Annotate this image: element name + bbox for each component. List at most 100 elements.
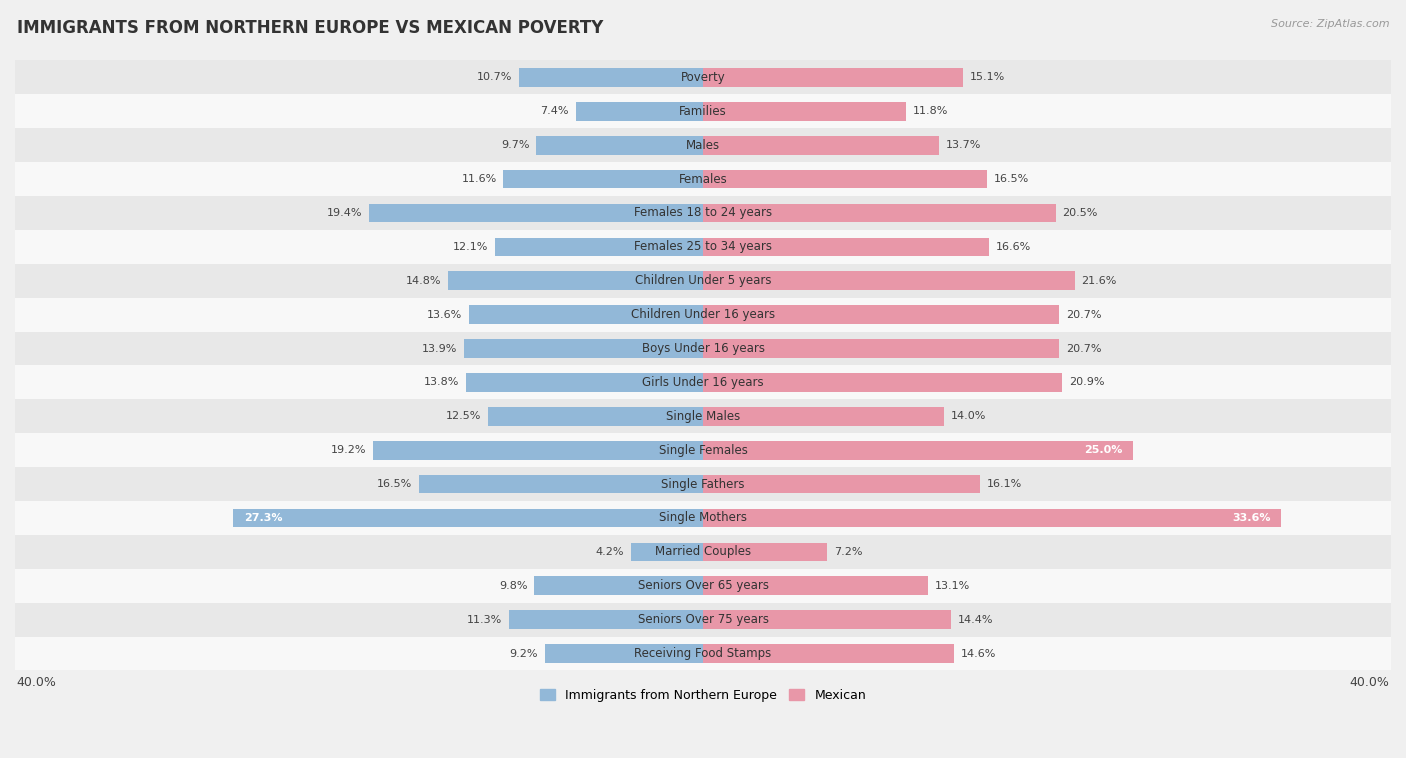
Text: 20.7%: 20.7% — [1066, 310, 1101, 320]
Text: 11.6%: 11.6% — [461, 174, 496, 184]
Bar — [15, 61, 1391, 94]
Text: Married Couples: Married Couples — [655, 545, 751, 559]
Text: 33.6%: 33.6% — [1232, 513, 1271, 523]
Text: 13.6%: 13.6% — [427, 310, 463, 320]
Text: 9.7%: 9.7% — [501, 140, 529, 150]
Bar — [15, 467, 1391, 501]
Bar — [15, 230, 1391, 264]
Text: Females 25 to 34 years: Females 25 to 34 years — [634, 240, 772, 253]
Bar — [15, 128, 1391, 162]
Text: 7.2%: 7.2% — [834, 547, 862, 557]
Bar — [15, 603, 1391, 637]
Text: Boys Under 16 years: Boys Under 16 years — [641, 342, 765, 355]
Bar — [703, 271, 1074, 290]
Text: IMMIGRANTS FROM NORTHERN EUROPE VS MEXICAN POVERTY: IMMIGRANTS FROM NORTHERN EUROPE VS MEXIC… — [17, 19, 603, 37]
Text: Children Under 5 years: Children Under 5 years — [634, 274, 772, 287]
Bar — [15, 535, 1391, 568]
Text: 16.1%: 16.1% — [987, 479, 1022, 489]
Bar — [15, 501, 1391, 535]
Text: 14.4%: 14.4% — [957, 615, 993, 625]
Text: 9.2%: 9.2% — [509, 649, 538, 659]
Text: 13.7%: 13.7% — [945, 140, 981, 150]
Bar — [15, 568, 1391, 603]
Bar — [509, 610, 703, 629]
Bar — [449, 271, 703, 290]
Bar — [15, 298, 1391, 331]
Text: 10.7%: 10.7% — [477, 73, 512, 83]
Bar — [703, 610, 950, 629]
Bar — [464, 340, 703, 358]
Text: 9.8%: 9.8% — [499, 581, 527, 590]
Bar — [370, 204, 703, 222]
Bar — [703, 68, 963, 86]
Text: 11.8%: 11.8% — [912, 106, 948, 116]
Bar — [15, 399, 1391, 434]
Bar — [495, 237, 703, 256]
Text: 21.6%: 21.6% — [1081, 276, 1116, 286]
Text: 19.2%: 19.2% — [330, 445, 366, 456]
Text: 14.0%: 14.0% — [950, 412, 986, 421]
Text: Girls Under 16 years: Girls Under 16 years — [643, 376, 763, 389]
Text: 16.5%: 16.5% — [377, 479, 412, 489]
Text: Females: Females — [679, 173, 727, 186]
Text: Single Fathers: Single Fathers — [661, 478, 745, 490]
Text: 20.9%: 20.9% — [1070, 377, 1105, 387]
Bar — [488, 407, 703, 426]
Text: Single Males: Single Males — [666, 410, 740, 423]
Bar — [703, 543, 827, 561]
Bar — [703, 576, 928, 595]
Text: 20.5%: 20.5% — [1063, 208, 1098, 218]
Bar — [503, 170, 703, 189]
Bar — [703, 102, 905, 121]
Bar — [519, 68, 703, 86]
Bar — [465, 373, 703, 392]
Bar — [703, 305, 1059, 324]
Bar — [703, 237, 988, 256]
Bar — [703, 340, 1059, 358]
Bar — [703, 136, 939, 155]
Text: Females 18 to 24 years: Females 18 to 24 years — [634, 206, 772, 220]
Text: 13.9%: 13.9% — [422, 343, 457, 353]
Text: 4.2%: 4.2% — [595, 547, 624, 557]
Bar — [470, 305, 703, 324]
Bar — [15, 365, 1391, 399]
Bar — [419, 475, 703, 493]
Text: 40.0%: 40.0% — [1350, 676, 1389, 689]
Text: 20.7%: 20.7% — [1066, 343, 1101, 353]
Text: 14.8%: 14.8% — [406, 276, 441, 286]
Bar — [15, 162, 1391, 196]
Bar — [15, 637, 1391, 671]
Bar — [703, 407, 943, 426]
Text: Single Mothers: Single Mothers — [659, 512, 747, 525]
Text: Males: Males — [686, 139, 720, 152]
Text: 16.5%: 16.5% — [994, 174, 1029, 184]
Bar — [703, 509, 1281, 528]
Text: Single Females: Single Females — [658, 443, 748, 457]
Text: 13.8%: 13.8% — [423, 377, 458, 387]
Bar — [703, 170, 987, 189]
Bar — [703, 373, 1063, 392]
Text: Receiving Food Stamps: Receiving Food Stamps — [634, 647, 772, 660]
Bar — [703, 644, 955, 662]
Text: 13.1%: 13.1% — [935, 581, 970, 590]
Text: 27.3%: 27.3% — [243, 513, 283, 523]
Text: 14.6%: 14.6% — [960, 649, 997, 659]
Legend: Immigrants from Northern Europe, Mexican: Immigrants from Northern Europe, Mexican — [534, 684, 872, 707]
Text: 16.6%: 16.6% — [995, 242, 1031, 252]
Bar — [536, 136, 703, 155]
Bar — [373, 441, 703, 459]
Text: Children Under 16 years: Children Under 16 years — [631, 309, 775, 321]
Bar — [15, 331, 1391, 365]
Bar — [703, 204, 1056, 222]
Bar — [575, 102, 703, 121]
Bar — [15, 196, 1391, 230]
Bar — [15, 94, 1391, 128]
Text: 15.1%: 15.1% — [970, 73, 1005, 83]
Text: 40.0%: 40.0% — [17, 676, 56, 689]
Text: 7.4%: 7.4% — [540, 106, 569, 116]
Text: 11.3%: 11.3% — [467, 615, 502, 625]
Text: Poverty: Poverty — [681, 71, 725, 84]
Text: Seniors Over 65 years: Seniors Over 65 years — [637, 579, 769, 592]
Bar — [631, 543, 703, 561]
Bar — [703, 475, 980, 493]
